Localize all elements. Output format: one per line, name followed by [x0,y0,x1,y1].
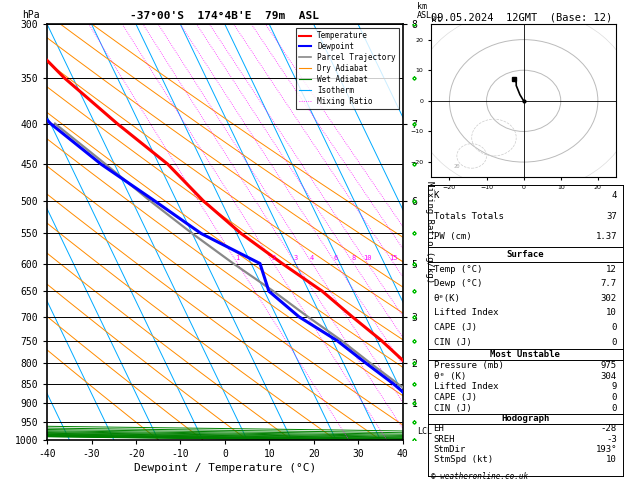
X-axis label: Dewpoint / Temperature (°C): Dewpoint / Temperature (°C) [134,463,316,473]
Text: Most Unstable: Most Unstable [490,350,560,359]
Text: 193°: 193° [596,445,617,454]
Text: Hodograph: Hodograph [501,414,549,423]
Text: CIN (J): CIN (J) [433,338,471,347]
Text: EH: EH [433,424,444,434]
Text: -3: -3 [606,434,617,444]
Text: kt: kt [431,15,442,24]
Text: 10: 10 [364,256,372,261]
Text: 0: 0 [611,338,617,347]
Text: 15: 15 [389,256,398,261]
Text: 10: 10 [606,309,617,317]
Text: 7.7: 7.7 [601,279,617,288]
Text: 304: 304 [601,372,617,381]
Text: 6: 6 [334,256,338,261]
Text: 9: 9 [611,382,617,391]
Text: CIN (J): CIN (J) [433,404,471,413]
Text: 2: 2 [271,256,276,261]
Text: 0: 0 [611,404,617,413]
Text: Totals Totals: Totals Totals [433,211,503,221]
Text: Lifted Index: Lifted Index [433,309,498,317]
Text: SREH: SREH [433,434,455,444]
Text: Lifted Index: Lifted Index [433,382,498,391]
Text: StmSpd (kt): StmSpd (kt) [433,455,493,464]
Text: Pressure (mb): Pressure (mb) [433,361,503,370]
Text: -28: -28 [601,424,617,434]
Text: CAPE (J): CAPE (J) [433,393,477,402]
Y-axis label: Mixing Ratio (g/kg): Mixing Ratio (g/kg) [425,181,434,283]
Text: © weatheronline.co.uk: © weatheronline.co.uk [431,472,528,481]
Text: K: K [433,191,439,200]
Text: PW (cm): PW (cm) [433,232,471,242]
Text: 302: 302 [601,294,617,303]
Text: 4: 4 [310,256,314,261]
Text: 1.37: 1.37 [596,232,617,242]
Text: θᵉ (K): θᵉ (K) [433,372,466,381]
Text: 10: 10 [606,455,617,464]
Text: LCL: LCL [417,427,431,435]
Text: 12: 12 [606,265,617,274]
Text: hPa: hPa [22,10,40,20]
Text: 20: 20 [453,164,460,169]
Text: 4: 4 [611,191,617,200]
Text: km
ASL: km ASL [417,2,431,20]
Text: 1: 1 [235,256,240,261]
Text: Surface: Surface [506,250,544,259]
Text: 0: 0 [611,323,617,332]
Text: StmDir: StmDir [433,445,466,454]
Text: CAPE (J): CAPE (J) [433,323,477,332]
Text: 37: 37 [606,211,617,221]
Text: 8: 8 [352,256,356,261]
Text: 09.05.2024  12GMT  (Base: 12): 09.05.2024 12GMT (Base: 12) [431,12,612,22]
Text: 0: 0 [611,393,617,402]
Legend: Temperature, Dewpoint, Parcel Trajectory, Dry Adiabat, Wet Adiabat, Isotherm, Mi: Temperature, Dewpoint, Parcel Trajectory… [296,28,399,109]
Title: -37°00'S  174°4B'E  79m  ASL: -37°00'S 174°4B'E 79m ASL [130,11,320,21]
Text: Dewp (°C): Dewp (°C) [433,279,482,288]
Text: Temp (°C): Temp (°C) [433,265,482,274]
Text: 3: 3 [294,256,298,261]
Text: θᵉ(K): θᵉ(K) [433,294,460,303]
Text: 975: 975 [601,361,617,370]
